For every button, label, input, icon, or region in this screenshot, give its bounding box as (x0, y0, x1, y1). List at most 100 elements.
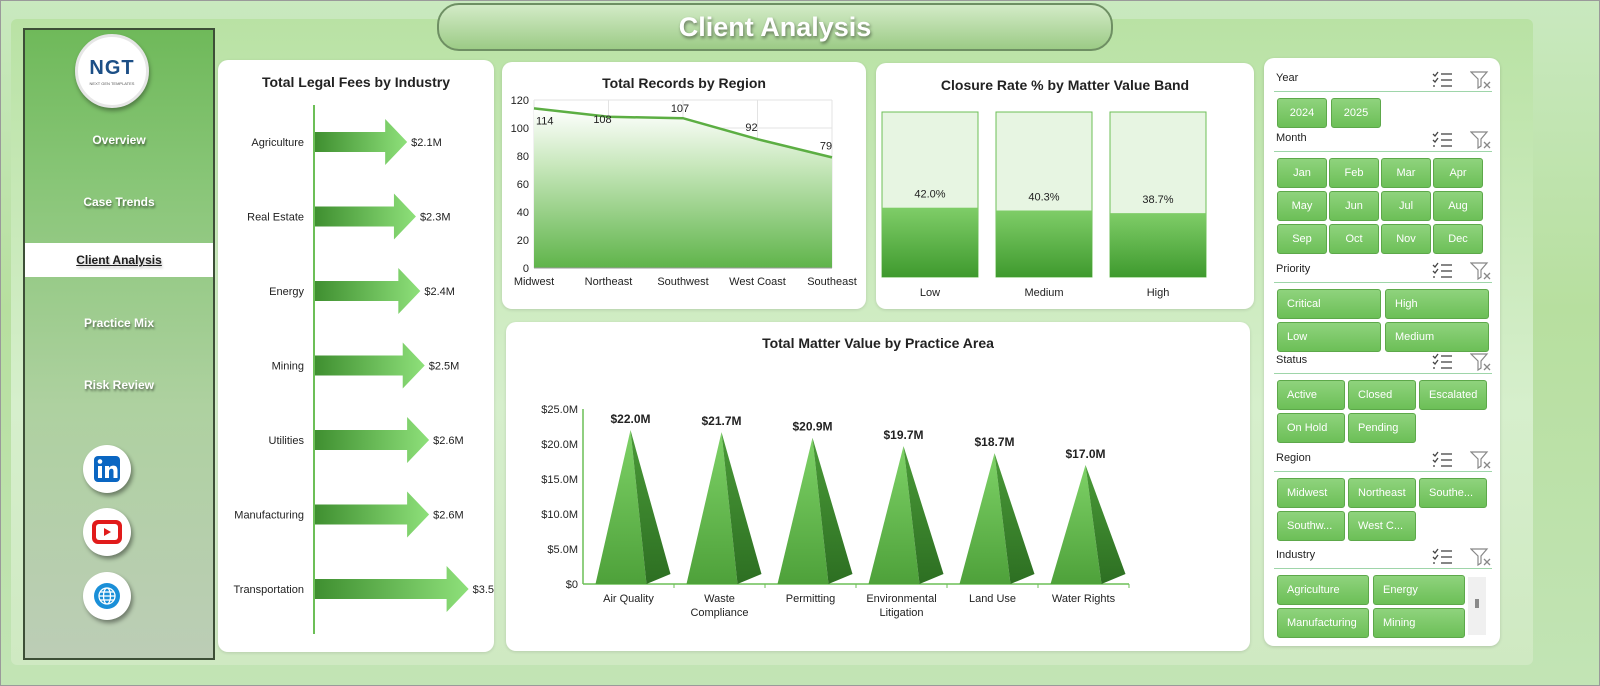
youtube-button[interactable] (83, 508, 131, 556)
legal-fees-card: Total Legal Fees by Industry Agriculture… (218, 60, 494, 652)
slicer-button-industry[interactable]: Mining (1373, 608, 1465, 638)
slicer-button-month[interactable]: Aug (1433, 191, 1483, 221)
slicer-button-month[interactable]: Jun (1329, 191, 1379, 221)
matter-title: Total Matter Value by Practice Area (762, 335, 994, 351)
slicer-button-month[interactable]: Apr (1433, 158, 1483, 188)
slicer-button-status[interactable]: Active (1277, 380, 1345, 410)
slicer-button-region[interactable]: Northeast (1348, 478, 1416, 508)
multiselect-icon[interactable] (1432, 70, 1454, 88)
clear-filter-icon[interactable] (1470, 70, 1492, 90)
nav-practice-mix[interactable]: Practice Mix (83, 316, 155, 330)
slicer-button-month[interactable]: Jul (1381, 191, 1431, 221)
matter-category-label: Litigation (879, 607, 923, 619)
slicer-button-region[interactable]: Midwest (1277, 478, 1345, 508)
clear-filter-icon[interactable] (1470, 261, 1492, 281)
slicer-button-month[interactable]: May (1277, 191, 1327, 221)
multiselect-icon[interactable] (1432, 547, 1454, 565)
records-x-tick: Northeast (585, 276, 633, 288)
closure-bar (996, 210, 1092, 277)
linkedin-icon (94, 456, 120, 482)
matter-category-label: Air Quality (603, 593, 654, 605)
slicer-button-month[interactable]: Feb (1329, 158, 1379, 188)
records-line (533, 107, 833, 159)
slicer-button-month[interactable]: Oct (1329, 224, 1379, 254)
slicer-button-industry[interactable]: Energy (1373, 575, 1465, 605)
nav-client-analysis[interactable]: Client Analysis (25, 243, 213, 277)
slicer-button-region[interactable]: Southe... (1419, 478, 1487, 508)
fees-bar (315, 566, 469, 612)
slicer-button-month[interactable]: Mar (1381, 158, 1431, 188)
slicer-button-priority[interactable]: Critical (1277, 289, 1381, 319)
records-y-tick: 120 (511, 95, 529, 107)
fees-category-label: Transportation (233, 584, 304, 596)
slicer-button-status[interactable]: Closed (1348, 380, 1416, 410)
closure-bar (1110, 213, 1206, 277)
fees-data-label: $2.5M (429, 361, 460, 373)
fees-bar (315, 342, 425, 389)
records-card: Total Records by Region 0 20 40 60 80 100 120 1… (502, 62, 866, 309)
fees-category-label: Manufacturing (234, 510, 304, 522)
multiselect-icon[interactable] (1432, 130, 1454, 148)
page-title: Client Analysis (678, 11, 872, 42)
slicer-header-month: Month (1274, 126, 1492, 152)
closure-data-label: 38.7% (1142, 194, 1173, 206)
slicer-header-status: Status (1274, 348, 1492, 374)
matter-category-label: Waste (704, 593, 735, 605)
slicer-button-year[interactable]: 2025 (1331, 98, 1381, 128)
clear-filter-icon[interactable] (1470, 352, 1492, 372)
fees-category-label: Mining (272, 361, 304, 373)
slicer-button-priority[interactable]: Low (1277, 322, 1381, 352)
nav-risk-review[interactable]: Risk Review (83, 378, 155, 392)
brand-logo[interactable]: NGT NEXT GEN TEMPLATES (75, 34, 149, 108)
matter-y-tick: $10.0M (541, 509, 578, 521)
fees-category-label: Agriculture (251, 137, 304, 149)
linkedin-button[interactable] (83, 445, 131, 493)
logo-text: NGT (89, 56, 135, 79)
slicer-button-region[interactable]: Southw... (1277, 511, 1345, 541)
matter-pyramid-side (812, 437, 853, 584)
nav-overview[interactable]: Overview (92, 133, 146, 147)
records-y-tick: 40 (517, 207, 529, 219)
nav-case-trends[interactable]: Case Trends (83, 195, 155, 209)
slicer-button-region[interactable]: West C... (1348, 511, 1416, 541)
records-y-tick: 80 (517, 151, 529, 163)
fees-data-label: $2.1M (411, 137, 442, 149)
matter-pyramid-front (595, 430, 647, 584)
closure-category-label: Medium (1024, 287, 1063, 299)
slicer-button-status[interactable]: On Hold (1277, 413, 1345, 443)
multiselect-icon[interactable] (1432, 261, 1454, 279)
clear-filter-icon[interactable] (1470, 450, 1492, 470)
matter-category-label: Water Rights (1052, 593, 1116, 605)
slicer-button-month[interactable]: Nov (1381, 224, 1431, 254)
slicer-button-month[interactable]: Dec (1433, 224, 1483, 254)
slicer-button-industry[interactable]: Agriculture (1277, 575, 1369, 605)
matter-pyramid-side (994, 453, 1035, 584)
multiselect-icon[interactable] (1432, 352, 1454, 370)
slicer-button-status[interactable]: Pending (1348, 413, 1416, 443)
slicer-button-year[interactable]: 2024 (1277, 98, 1327, 128)
scrollbar-thumb[interactable] (1475, 599, 1479, 608)
matter-category-label: Land Use (969, 593, 1016, 605)
multiselect-icon[interactable] (1432, 450, 1454, 468)
slicer-button-status[interactable]: Escalated (1419, 380, 1487, 410)
records-x-tick: West Coast (729, 276, 786, 288)
slicer-button-priority[interactable]: High (1385, 289, 1489, 319)
slicer-title: Region (1276, 452, 1311, 464)
youtube-icon (92, 520, 122, 544)
slicer-title: Month (1276, 132, 1307, 144)
slicer-button-industry[interactable]: Manufacturing (1277, 608, 1369, 638)
slicer-button-priority[interactable]: Medium (1385, 322, 1489, 352)
clear-filter-icon[interactable] (1470, 130, 1492, 150)
slicer-header-industry: Industry (1274, 543, 1492, 569)
slicer-header-year: Year (1274, 66, 1492, 92)
slicer-button-month[interactable]: Jan (1277, 158, 1327, 188)
website-button[interactable] (83, 572, 131, 620)
clear-filter-icon[interactable] (1470, 547, 1492, 567)
slicer-button-month[interactable]: Sep (1277, 224, 1327, 254)
legal-fees-chart: Agriculture $2.1M Real Estate $2.3M Energy $2… (233, 105, 494, 634)
slicer-header-region: Region (1274, 446, 1492, 472)
matter-y-tick: $15.0M (541, 474, 578, 486)
fees-data-label: $2.6M (433, 435, 464, 447)
matter-card: Total Matter Value by Practice Area $0 $5… (506, 322, 1250, 651)
industry-scrollbar[interactable] (1468, 577, 1486, 635)
